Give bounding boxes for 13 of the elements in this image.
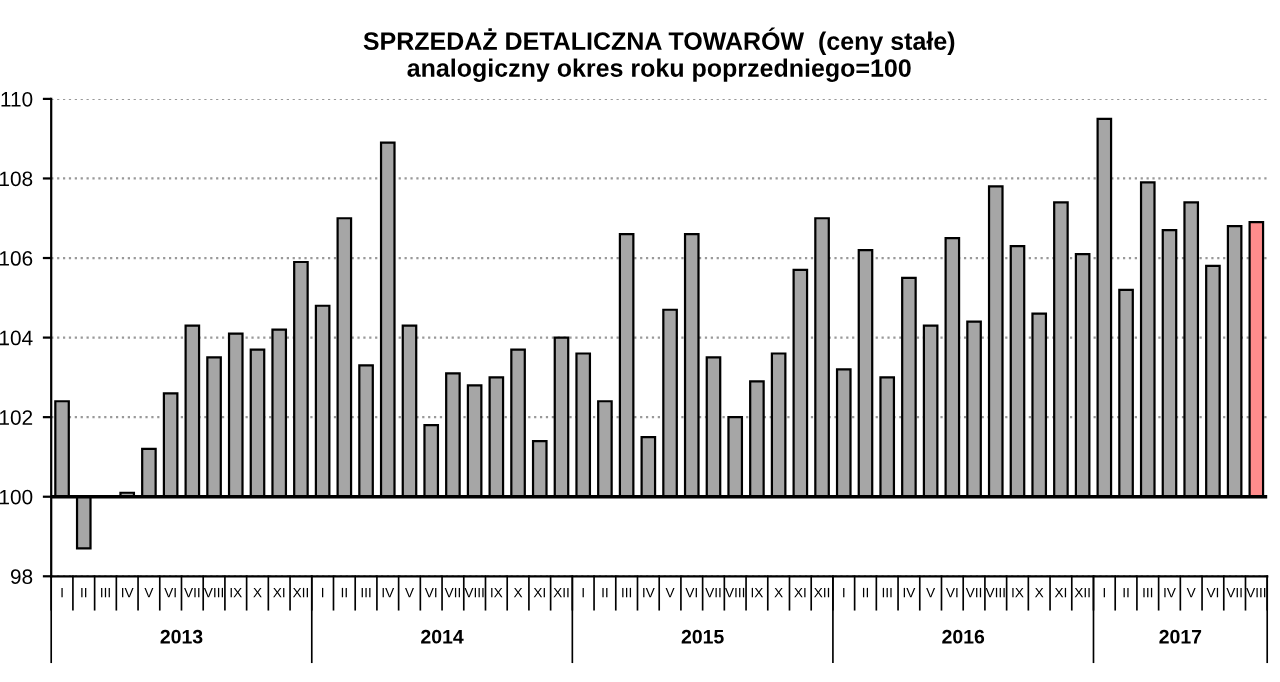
y-tick-label: 100 (0, 489, 33, 505)
y-tick-label: 104 (0, 330, 33, 346)
text: 2016 (942, 629, 985, 644)
text: 2017 (1159, 629, 1202, 644)
y-tick-label: 102 (0, 410, 33, 425)
chart-title: SPRZEDAŻ DETALICZNA TOWARÓW (ceny stałe) analogiczny okres roku poprzedniego=100 (363, 27, 955, 82)
text: 2015 (681, 629, 724, 644)
y-tick-label: 110 (1, 91, 33, 107)
text: 2013 (160, 629, 203, 644)
y-tick-label: 106 (0, 251, 33, 266)
y-tick-label: 98 (10, 569, 33, 585)
text: 2014 (421, 629, 464, 644)
y-tick-label: 108 (0, 171, 33, 187)
